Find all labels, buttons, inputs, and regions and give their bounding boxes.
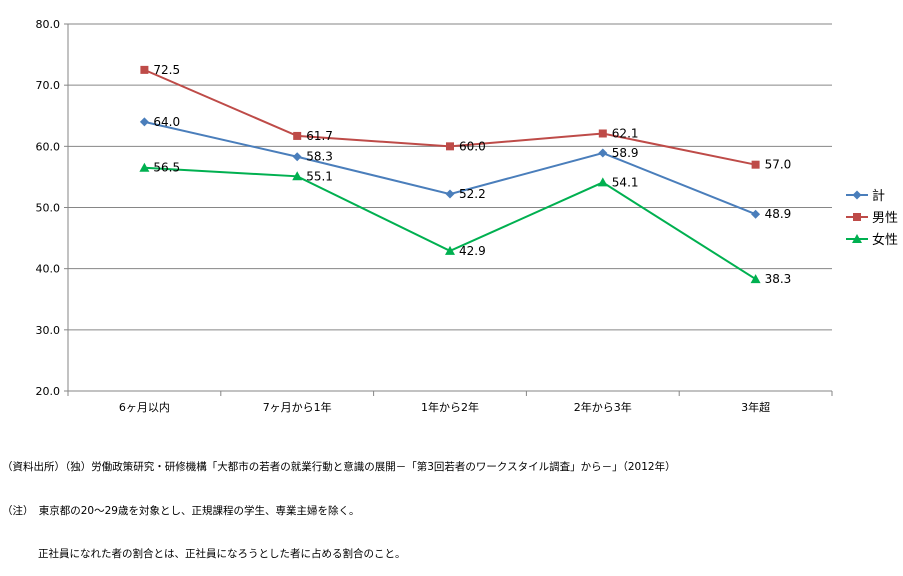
data-point	[751, 160, 760, 169]
series-line	[144, 120, 756, 216]
legend-item: 男性	[846, 211, 898, 226]
data-label: 38.3	[765, 272, 792, 286]
legend-item: 計	[846, 188, 885, 204]
source-note: （資料出所）（独）労働政策研究・研修機構「大都市の若者の就業行動と意識の展開－「…	[2, 461, 676, 473]
data-label: 58.9	[612, 146, 639, 160]
y-tick-label: 40.0	[36, 263, 61, 276]
gridlines	[68, 23, 832, 392]
data-label: 58.3	[306, 150, 333, 164]
legend-label: 男性	[872, 211, 898, 226]
data-point	[140, 65, 149, 74]
data-label: 55.1	[306, 169, 333, 183]
data-label: 54.1	[612, 175, 639, 189]
data-point	[139, 162, 150, 172]
data-label: 60.0	[459, 139, 486, 153]
data-label: 64.0	[153, 115, 180, 129]
x-tick-label: 6ヶ月以内	[119, 400, 170, 414]
x-tick-label: 2年から3年	[574, 400, 632, 414]
notes: （資料出所）（独）労働政策研究・研修機構「大都市の若者の就業行動と意識の展開－「…	[2, 431, 676, 576]
series-2: 56.5 55.1 42.9 54.1 38.3	[139, 161, 791, 286]
data-label: 62.1	[612, 126, 639, 140]
data-point	[293, 131, 302, 140]
legend-marker	[852, 234, 862, 243]
data-label: 61.7	[306, 129, 333, 143]
data-label: 52.2	[459, 187, 486, 201]
data-label: 56.5	[153, 161, 180, 175]
series-group: 64.0 58.3 52.2 58.9 48.9 72.5 61.7 60.0 62.1 57.0…	[139, 63, 791, 286]
line-chart: 20.0 30.0 40.0 50.0 60.0 70.0 80.0 6ヶ月以内 7ヶ月から1…	[36, 18, 899, 414]
data-label: 57.0	[765, 158, 792, 172]
data-point	[597, 177, 608, 187]
data-label: 42.9	[459, 244, 486, 258]
x-axis: 6ヶ月以内 7ヶ月から1年 1年から2年 2年から3年 3年超	[67, 390, 833, 414]
data-point	[598, 148, 608, 158]
x-tick-label: 1年から2年	[421, 400, 479, 414]
series-0: 64.0 58.3 52.2 58.9 48.9	[139, 115, 792, 221]
series-line	[144, 166, 757, 280]
y-tick-label: 80.0	[36, 18, 61, 31]
data-point	[139, 117, 149, 127]
y-tick-label: 50.0	[36, 202, 61, 215]
data-point	[751, 209, 761, 219]
data-point	[292, 152, 302, 162]
data-point	[750, 274, 761, 284]
y-axis: 20.0 30.0 40.0 50.0 60.0 70.0 80.0	[36, 18, 69, 398]
series-line	[144, 68, 756, 166]
note-2: 正社員になれた者の割合とは、正社員になろうとした者に占める割合のこと。	[38, 548, 406, 560]
data-point	[292, 171, 303, 181]
data-label: 72.5	[153, 63, 180, 77]
x-tick-label: 7ヶ月から1年	[263, 400, 332, 414]
data-point	[445, 245, 455, 255]
y-tick-label: 30.0	[36, 324, 61, 337]
legend-marker	[852, 190, 862, 200]
data-label: 48.9	[765, 207, 792, 221]
legend-item: 女性	[846, 232, 898, 248]
y-tick-label: 70.0	[36, 79, 61, 92]
data-point	[446, 142, 454, 151]
legend-marker	[853, 213, 861, 221]
x-tick-label: 3年超	[741, 400, 770, 414]
note-1: （注） 東京都の20～29歳を対象とし、正規課程の学生、専業主婦を除く。	[2, 504, 360, 517]
series-1: 72.5 61.7 60.0 62.1 57.0	[140, 63, 791, 172]
y-tick-label: 60.0	[36, 140, 61, 153]
legend-label: 計	[872, 188, 885, 204]
legend-label: 女性	[872, 232, 898, 248]
data-point	[598, 129, 607, 138]
data-point	[445, 189, 455, 199]
y-tick-label: 20.0	[36, 385, 61, 398]
